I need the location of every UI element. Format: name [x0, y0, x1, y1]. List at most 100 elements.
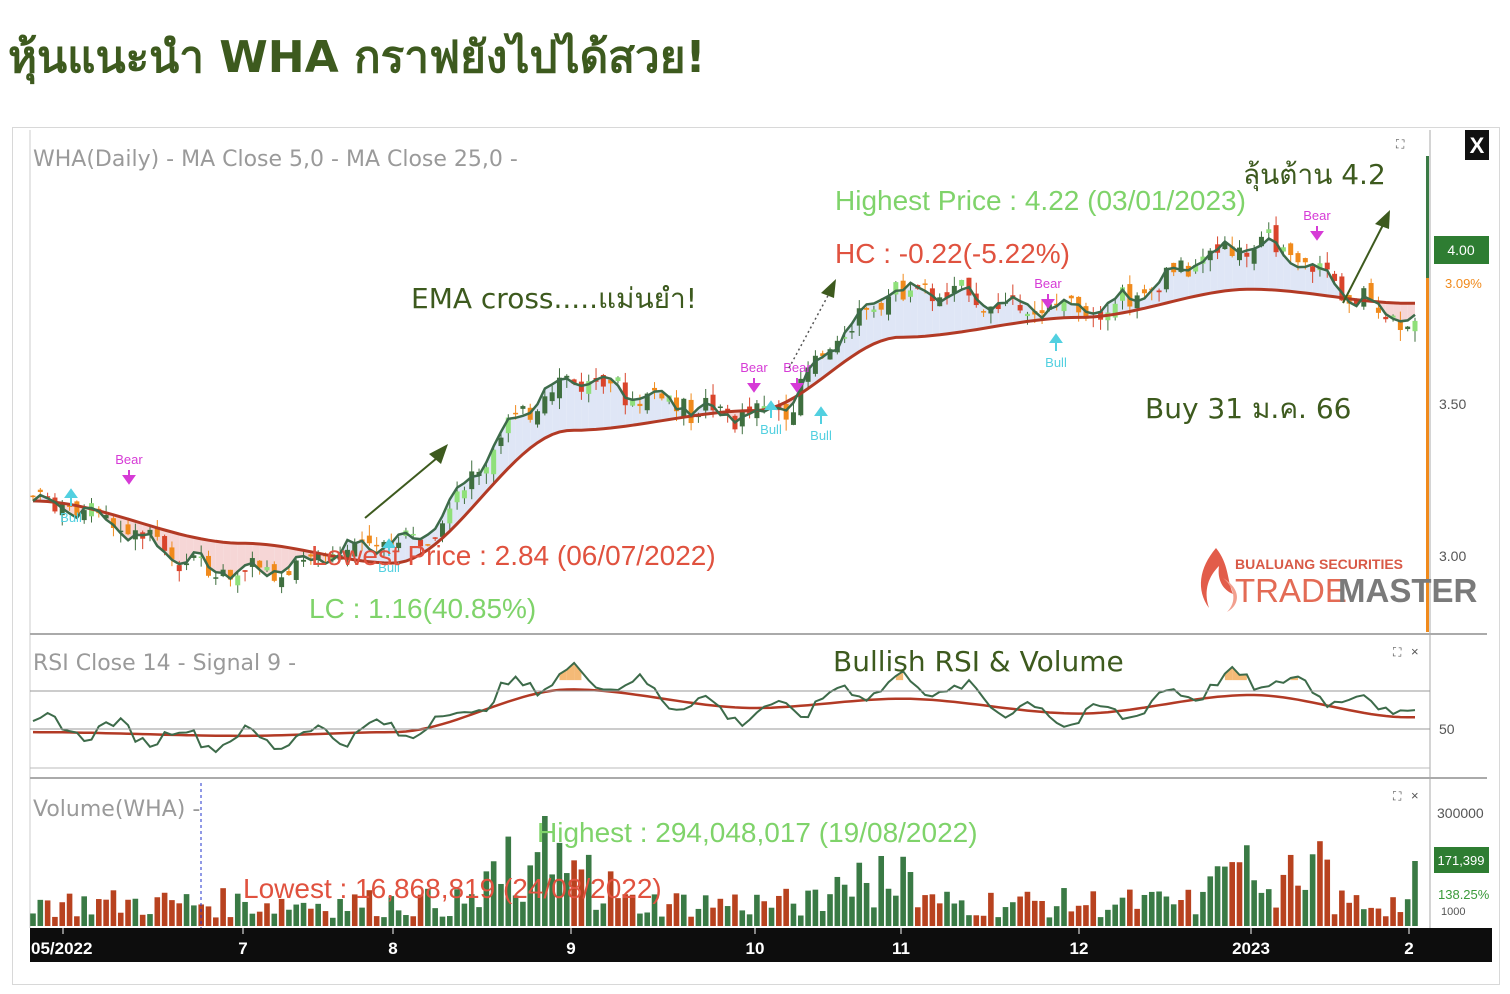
volume-bar	[812, 889, 819, 926]
ema-fill-segment	[398, 532, 406, 563]
volume-bar	[44, 900, 51, 926]
volume-bar	[914, 907, 921, 926]
volume-bar	[1236, 862, 1243, 926]
close-chart-button[interactable]: X	[1465, 130, 1489, 160]
svg-text:BUALUANG SECURITIES: BUALUANG SECURITIES	[1235, 556, 1403, 572]
volume-bar	[1353, 895, 1360, 926]
bear-signal-label: Bear	[115, 452, 143, 467]
rsi-overbought-fill	[1239, 674, 1247, 681]
volume-bar	[96, 899, 102, 926]
candle-body	[812, 355, 818, 374]
expand-price-icon[interactable]: ⛶	[1395, 137, 1405, 151]
ema-fill-segment	[1239, 250, 1247, 290]
buy-annotation: Buy 31 ม.ค. 66	[1145, 392, 1351, 425]
ema-fill-segment	[917, 287, 926, 337]
volume-bar	[66, 893, 73, 926]
candle-body	[1295, 253, 1301, 263]
ema-fill-segment	[961, 287, 969, 332]
candle-body	[1141, 289, 1147, 294]
candle-body	[235, 575, 241, 586]
volume-highest-label: Highest : 294,048,017 (19/08/2022)	[537, 817, 978, 848]
rsi-line	[32, 661, 1416, 754]
volume-panel-controls[interactable]: ⛶ ×	[1392, 788, 1419, 803]
volume-bar	[973, 915, 980, 926]
ema-fill-segment	[574, 383, 582, 431]
candle-body	[227, 569, 233, 580]
candle-body	[1156, 290, 1162, 293]
volume-bar	[1302, 889, 1309, 926]
volume-bar	[1170, 904, 1177, 926]
volume-bar	[1251, 880, 1257, 926]
volume-bar	[878, 855, 885, 926]
time-axis-label: 2023	[1232, 939, 1270, 958]
volume-bar	[593, 909, 599, 926]
candle-body	[147, 529, 153, 535]
volume-bar	[1031, 900, 1038, 926]
bear-arrow-icon	[747, 378, 761, 393]
candle-body	[176, 565, 182, 572]
ema-fill-segment	[1290, 263, 1299, 293]
bull-signal-label: Bull	[760, 422, 782, 437]
candle-body	[1193, 264, 1199, 272]
volume-bar	[534, 852, 541, 926]
volume-bar	[1148, 891, 1155, 926]
candle-body	[1280, 247, 1286, 252]
ema-fill-segment	[895, 290, 904, 338]
candle-body	[1178, 260, 1184, 272]
volume-bar	[542, 816, 548, 926]
volume-bar	[680, 894, 687, 926]
rsi-overbought-fill	[1224, 667, 1233, 681]
candle-body	[717, 406, 723, 409]
volume-bar	[1061, 888, 1067, 926]
candle-body	[198, 556, 204, 559]
candle-body	[1317, 263, 1323, 271]
candle-body	[739, 411, 745, 427]
candle-body	[959, 279, 965, 286]
candle-body	[710, 394, 716, 411]
volume-bar	[1324, 859, 1331, 926]
volume-bar	[900, 856, 906, 926]
volume-bar	[1046, 917, 1053, 926]
candle-body	[871, 309, 877, 312]
last-price-box: 4.00	[1434, 236, 1489, 264]
volume-bar	[563, 873, 570, 926]
candle-body	[608, 379, 614, 384]
volume-bar	[1156, 891, 1162, 926]
candle-body	[52, 497, 58, 512]
rsi-layer	[32, 661, 1416, 754]
volume-bar	[88, 914, 95, 926]
volume-bar	[110, 890, 117, 926]
volume-bar	[739, 910, 746, 926]
volume-bar	[329, 917, 336, 926]
candle-body	[805, 367, 811, 382]
candle-body	[659, 393, 665, 399]
volume-bar	[359, 907, 365, 926]
candle-body	[498, 437, 504, 447]
volume-bar	[666, 904, 672, 926]
ema-fill-segment	[654, 390, 662, 422]
ema-cross-annotation: EMA cross.....แม่นยำ!	[411, 282, 697, 315]
trademaster-logo: BUALUANG SECURITIES TRADE MASTER	[1200, 548, 1478, 612]
candle-body	[1251, 249, 1257, 264]
volume-bar	[1097, 917, 1104, 926]
bear-signal-label: Bear	[740, 360, 768, 375]
volume-bar	[476, 907, 482, 926]
ema-fill-segment	[215, 541, 224, 573]
ema-fill-segment	[669, 397, 677, 420]
candle-body	[37, 489, 43, 493]
volume-bar	[425, 888, 431, 926]
candle-body	[1302, 258, 1308, 263]
svg-text:⛶: ⛶	[1395, 137, 1405, 151]
candle-body	[483, 467, 489, 474]
volume-bar	[1280, 874, 1287, 926]
volume-bar	[161, 892, 168, 926]
ema-fill-segment	[405, 532, 414, 562]
rsi-panel-controls[interactable]: ⛶ ×	[1392, 644, 1419, 659]
volume-bar	[117, 912, 124, 926]
volume-bar	[754, 894, 760, 926]
candle-body	[257, 560, 263, 568]
ema-fill-segment	[1276, 242, 1284, 291]
svg-text:4.00: 4.00	[1447, 242, 1474, 258]
volume-bar	[980, 915, 987, 926]
volume-bar	[154, 897, 161, 926]
